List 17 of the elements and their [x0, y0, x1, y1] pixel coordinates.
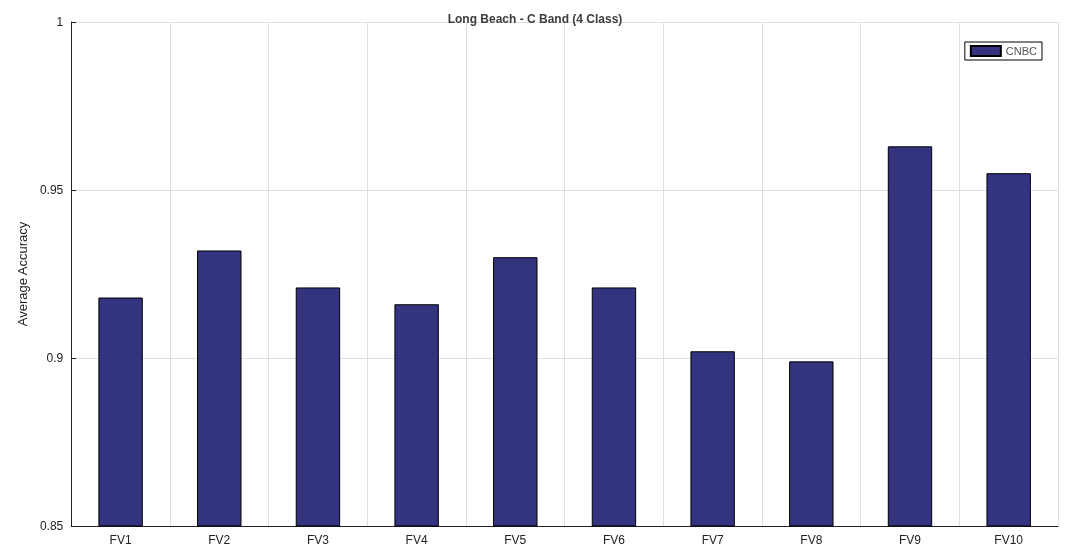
x-tick-label: FV10	[994, 533, 1024, 547]
y-tick-label: 0.85	[39, 519, 64, 533]
x-tick-label: FV2	[208, 533, 231, 547]
x-tick-label: FV7	[701, 533, 724, 547]
x-tick-label: FV1	[109, 533, 132, 547]
legend-label: CNBC	[1005, 45, 1038, 57]
x-tick-label: FV4	[405, 533, 428, 547]
x-tick-label: FV6	[602, 533, 626, 547]
x-tick-label: FV5	[504, 533, 527, 547]
x-tick-label: FV8	[800, 533, 823, 547]
chart-title: Long Beach - C Band (4 Class)	[447, 12, 623, 26]
y-tick-label: 0.95	[39, 183, 64, 197]
y-tick-label: 0.9	[46, 351, 64, 365]
x-tick-label: FV3	[306, 533, 330, 547]
x-tick-label: FV9	[898, 533, 922, 547]
y-tick-label: 1	[56, 15, 64, 29]
y-axis-title: Average Accuracy	[15, 221, 30, 327]
